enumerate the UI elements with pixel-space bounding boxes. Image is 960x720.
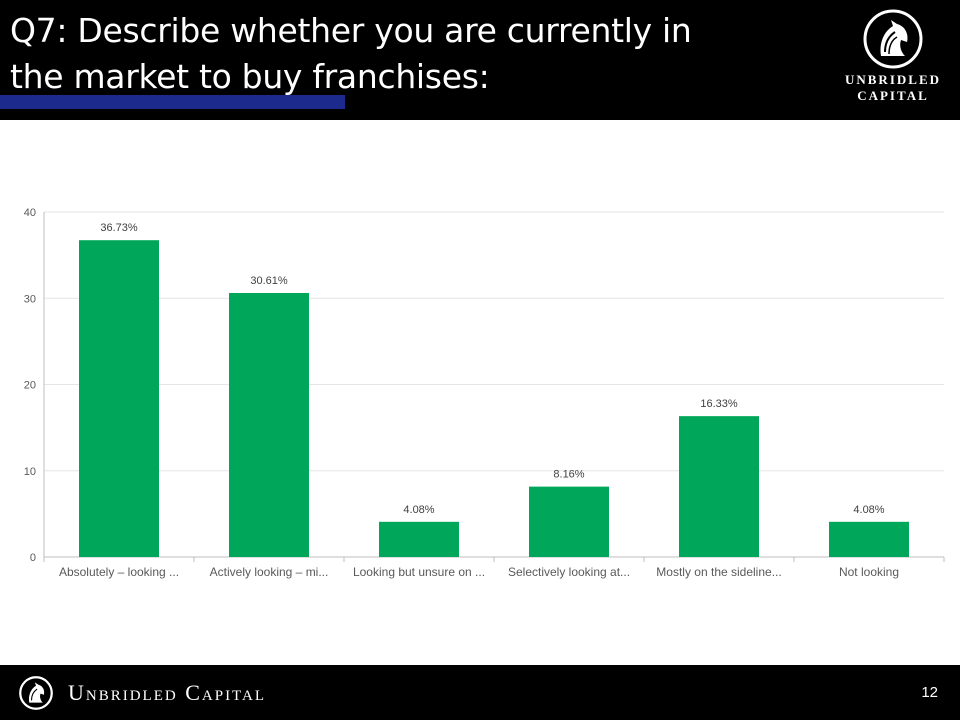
title-underline-bar [0,95,345,109]
slide-footer: Unbridled Capital 12 [0,665,960,720]
x-category-label: Looking but unsure on ... [353,565,485,579]
bar [229,292,309,557]
slide-title: Q7: Describe whether you are currently i… [10,11,692,96]
y-tick-label: 10 [24,466,36,478]
data-label: 36.73% [100,222,138,234]
bar [79,240,159,558]
x-category-label: Mostly on the sideline... [656,565,781,579]
data-label: 16.33% [700,398,738,410]
data-label: 4.08% [853,504,884,516]
x-category-label: Absolutely – looking ... [59,565,179,579]
bar [829,521,909,557]
x-category-label: Not looking [839,565,899,579]
x-category-label: Actively looking – mi... [210,565,329,579]
data-label: 30.61% [250,275,288,287]
x-category-label: Selectively looking at... [508,565,630,579]
y-tick-label: 20 [24,380,36,392]
data-label: 8.16% [553,469,584,481]
logo-text-line2: CAPITAL [857,88,929,103]
data-label: 4.08% [403,504,434,516]
y-tick-label: 40 [24,207,36,219]
footer-brand-name: Unbridled Capital [68,680,267,705]
horse-head-icon [19,676,53,710]
bar [679,416,759,557]
chart-canvas: 0 10 20 30 40 36.73% Absolutely – looking ... 3… [24,207,945,579]
y-tick-label: 30 [24,293,36,305]
slide-header: Q7: Describe whether you are currently i… [0,0,960,120]
page-number: 12 [921,684,938,701]
y-tick-label: 0 [30,552,36,564]
bar [529,486,609,557]
bar-chart: 0 10 20 30 40 36.73% Absolutely – looking ... 3… [0,195,960,585]
header-logo: UNBRIDLED CAPITAL [838,6,948,112]
bar [379,521,459,557]
horse-head-icon [863,9,923,69]
logo-text-line1: UNBRIDLED [844,72,941,87]
